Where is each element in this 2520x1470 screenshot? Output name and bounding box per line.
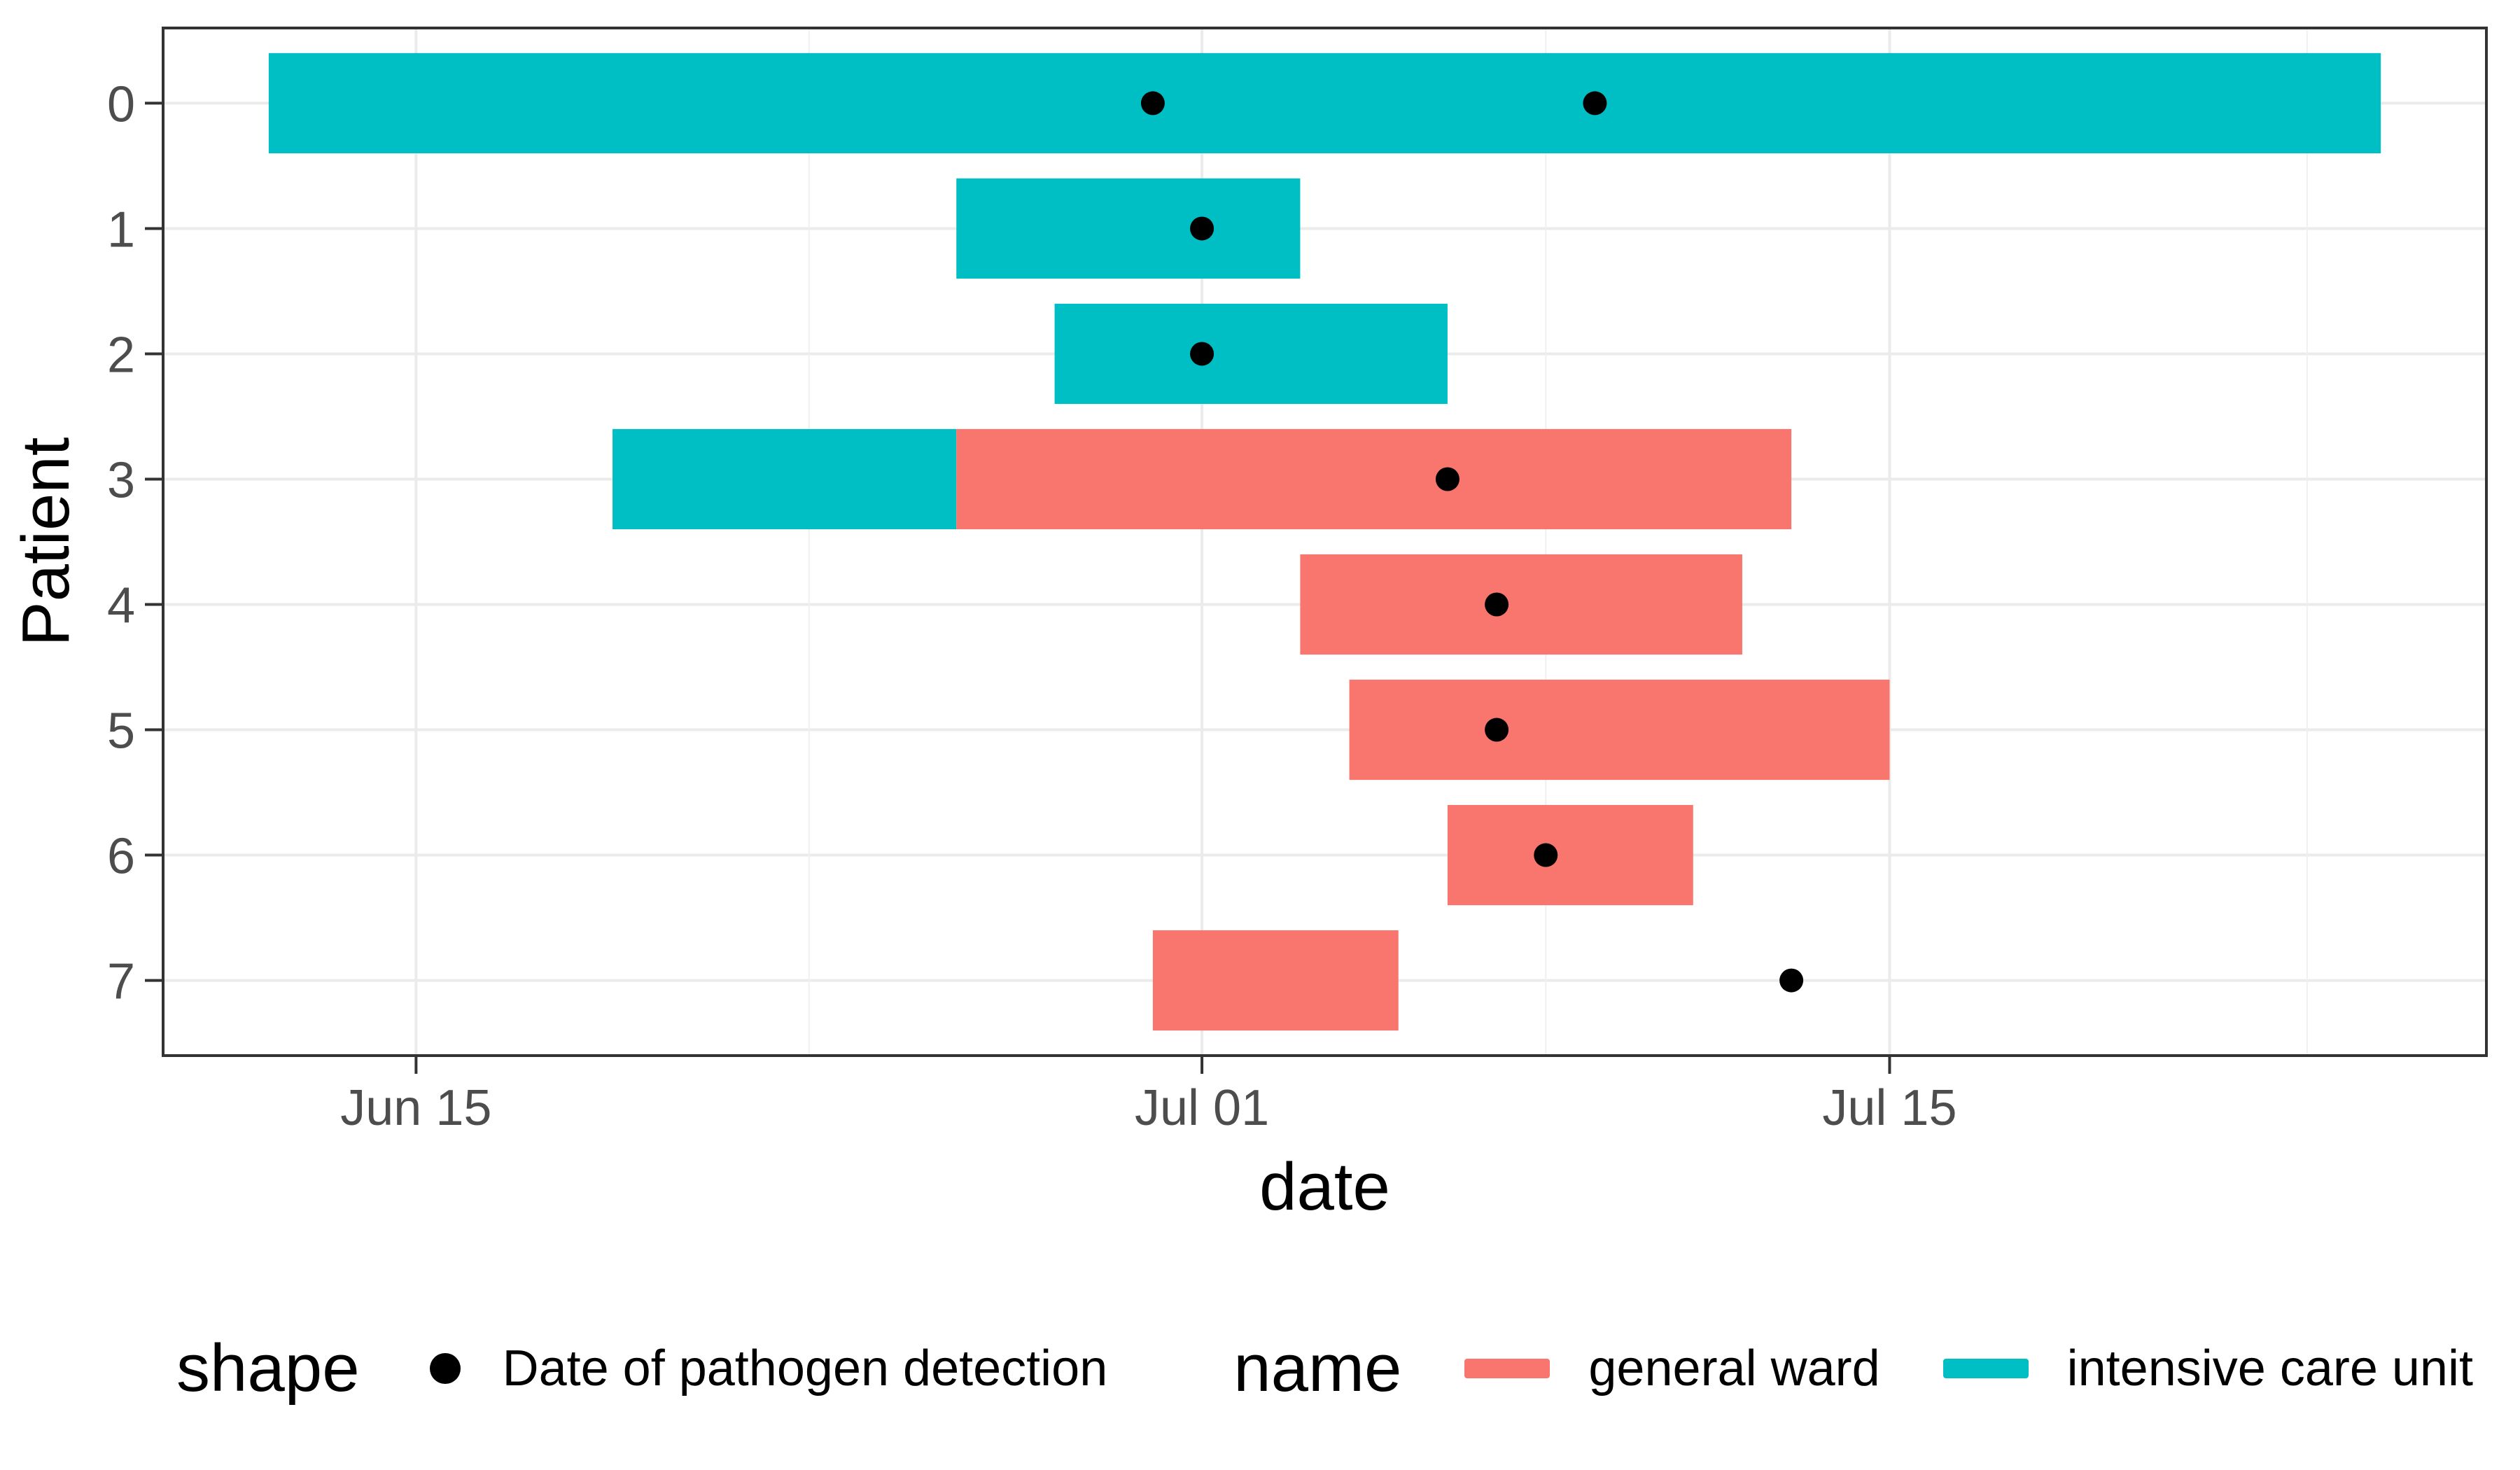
stay-bar-general-ward xyxy=(956,428,1792,530)
detection-dot xyxy=(1583,91,1607,115)
legend: shape Date of pathogen detection name ge… xyxy=(163,1316,2486,1421)
legend-shape-label: Date of pathogen detection xyxy=(502,1340,1108,1396)
stay-bar-general-ward xyxy=(1152,930,1399,1031)
detection-dot xyxy=(1190,216,1214,241)
detection-dot xyxy=(1485,592,1509,617)
stay-bar-intensive-care-unit xyxy=(268,52,2381,154)
stay-bar-intensive-care-unit xyxy=(956,178,1301,279)
stay-bar-intensive-care-unit xyxy=(1054,303,1448,405)
stay-bar-general-ward xyxy=(1349,679,1890,780)
detection-dot xyxy=(1435,467,1460,491)
stay-bar-intensive-care-unit xyxy=(612,428,957,530)
legend-label-intensive-care-unit: intensive care unit xyxy=(2066,1340,2473,1396)
panel-border xyxy=(162,27,2488,1057)
y-axis-title: Patient xyxy=(8,437,83,647)
x-tick-label: Jul 01 xyxy=(1135,1080,1269,1136)
detection-dot xyxy=(1140,91,1165,115)
y-tick-label: 7 xyxy=(107,954,135,1010)
detection-dot xyxy=(1485,718,1509,742)
y-tick-label: 1 xyxy=(107,202,135,258)
y-tick-label: 0 xyxy=(107,76,135,132)
x-tick-label: Jun 15 xyxy=(340,1080,491,1136)
legend-shape-title: shape xyxy=(176,1331,360,1406)
y-tick-label: 6 xyxy=(107,829,135,885)
y-tick-label: 3 xyxy=(107,452,135,508)
y-tick-label: 4 xyxy=(107,578,135,634)
detection-dot xyxy=(1779,968,1804,993)
y-tick-label: 2 xyxy=(107,327,135,383)
stay-bar-general-ward xyxy=(1447,804,1693,906)
y-tick-label: 5 xyxy=(107,704,135,760)
x-axis-title: date xyxy=(1259,1149,1390,1224)
general-ward-line-icon xyxy=(1464,1359,1550,1378)
x-tick-label: Jul 15 xyxy=(1822,1080,1956,1136)
legend-name-title: name xyxy=(1233,1331,1402,1406)
stay-bar-general-ward xyxy=(1300,554,1742,655)
detection-dot-legend-icon xyxy=(429,1353,461,1384)
detection-dot xyxy=(1534,843,1558,867)
intensive-care-unit-line-icon xyxy=(1942,1359,2029,1378)
detection-dot xyxy=(1190,342,1214,366)
legend-label-general-ward: general ward xyxy=(1588,1340,1880,1396)
